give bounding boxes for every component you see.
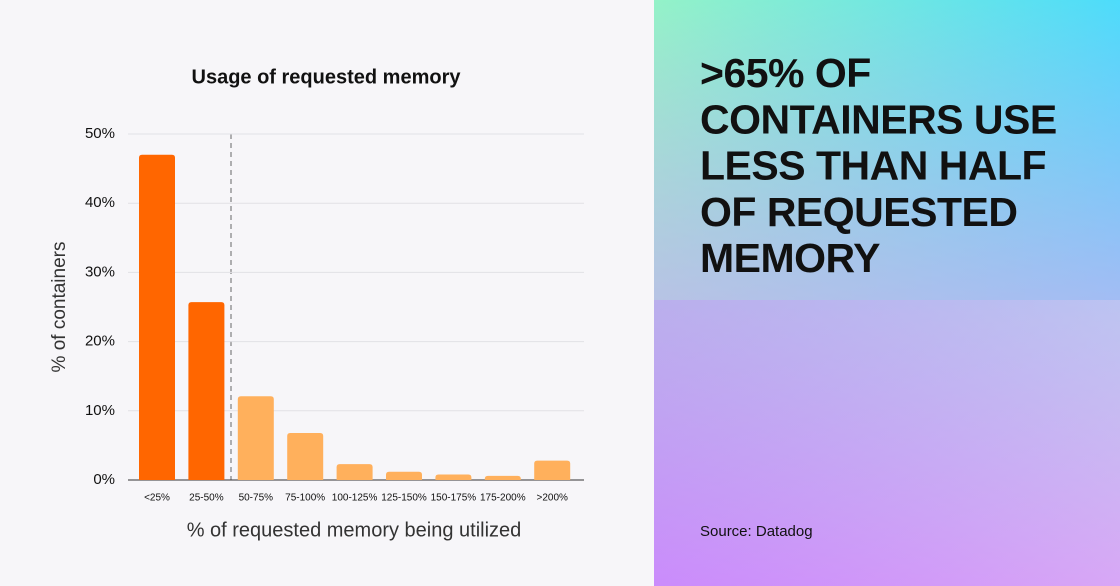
bar [534, 460, 571, 480]
chart-title: Usage of requested memory [192, 66, 462, 88]
x-tick-label: 175-200% [480, 493, 526, 504]
x-tick-label: >200% [536, 493, 568, 504]
bar [188, 302, 225, 480]
bar [336, 464, 373, 480]
source: Source: Datadog [700, 523, 813, 540]
headline: CONTAINERS USE [700, 96, 1057, 142]
headline: >65% OF [700, 50, 871, 96]
x-tick-label: 100-125% [332, 493, 378, 504]
bar [139, 154, 175, 480]
chart-panel [0, 0, 654, 586]
x-tick-label: 25-50% [189, 493, 224, 504]
x-tick-label: 125-150% [381, 493, 427, 504]
y-tick-label: 10% [85, 402, 115, 419]
headline: MEMORY [700, 235, 880, 281]
x-tick-label: 50-75% [239, 493, 274, 504]
x-tick-label: <25% [144, 493, 170, 504]
y-tick-label: 40% [85, 194, 115, 211]
bar [484, 475, 521, 480]
bar [386, 471, 422, 480]
x-tick-label: 150-175% [431, 493, 477, 504]
x-tick-label: 75-100% [285, 493, 325, 504]
y-tick-label: 50% [85, 125, 115, 142]
side-panel-shade [654, 300, 1120, 586]
headline: LESS THAN HALF [700, 143, 1046, 189]
y-tick-label: 30% [85, 263, 115, 280]
x-axis-label: % of requested memory being utilized [187, 519, 522, 541]
bar [435, 474, 472, 480]
headline: OF REQUESTED [700, 189, 1017, 235]
y-tick-label: 0% [93, 471, 115, 488]
bar [237, 396, 274, 480]
y-axis-label: % of containers [49, 242, 70, 373]
bar [287, 432, 324, 480]
y-tick-label: 20% [85, 333, 115, 350]
